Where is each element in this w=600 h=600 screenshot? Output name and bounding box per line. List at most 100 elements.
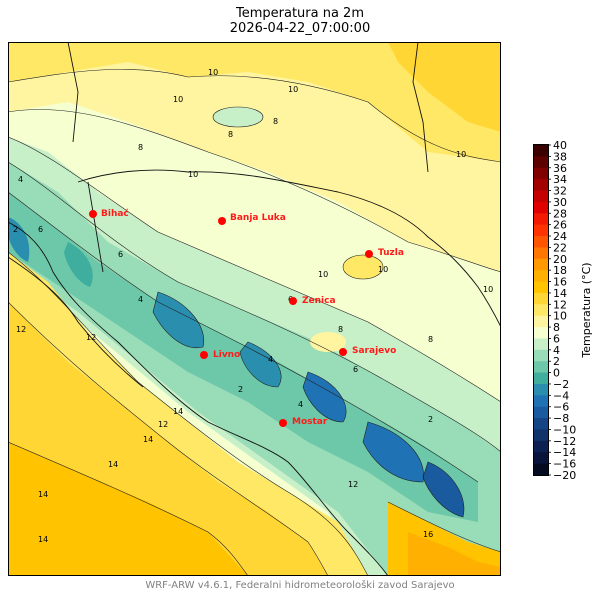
cold-patch: [8, 217, 30, 262]
colorbar-segment: [534, 429, 548, 442]
colorbar-tick-label: 20: [553, 253, 567, 266]
city-zenica[interactable]: Zenica: [289, 296, 336, 306]
city-banja-luka[interactable]: Banja Luka: [218, 213, 286, 225]
warm-zone-northeast: [388, 42, 501, 132]
city-label: Sarajevo: [352, 346, 396, 356]
colorbar-tick-label: 34: [553, 173, 567, 186]
cold-patch: [423, 462, 464, 517]
contour-label: 10: [173, 95, 183, 104]
colorbar-segment: [534, 281, 548, 294]
colorbar-segment: [534, 315, 548, 328]
southeast-hot-zone: [408, 532, 501, 576]
colorbar-tick-label: 6: [553, 332, 560, 345]
colorbar-tick-label: 12: [553, 298, 567, 311]
contour-label: 16: [423, 530, 433, 539]
contour-label: 14: [143, 435, 153, 444]
city-marker: [289, 297, 297, 305]
colorbar-segment: [534, 190, 548, 203]
warm-island: [310, 332, 346, 352]
colorbar-segment: [534, 201, 548, 214]
colorbar: 4038363432302826242220181614121086420−2−…: [533, 140, 593, 482]
colorbar-segment: [534, 156, 548, 169]
colorbar-tick-label: 32: [553, 185, 567, 198]
colorbar-segment: [534, 463, 548, 476]
colorbar-segment: [534, 349, 548, 362]
colorbar-tick-label: −10: [553, 423, 576, 436]
colorbar-ticks: 4038363432302826242220181614121086420−2−…: [548, 140, 576, 482]
city-marker: [365, 250, 373, 258]
city-livno[interactable]: Livno: [200, 350, 240, 360]
colorbar-segment: [534, 406, 548, 419]
colorbar-tick-label: 10: [553, 310, 567, 323]
contour-label: 8: [138, 143, 143, 152]
colorbar-tick-label: −16: [553, 458, 576, 471]
colorbar-segment: [534, 418, 548, 430]
colorbar-segment: [534, 304, 548, 317]
colorbar-tick-label: 28: [553, 207, 567, 220]
colorbar-tick-label: −4: [553, 389, 569, 402]
cold-patch: [363, 422, 424, 482]
colorbar-segment: [534, 292, 548, 305]
contour-label: 10: [483, 285, 493, 294]
contour-label: 6: [353, 365, 358, 374]
colorbar-tick-label: −20: [553, 469, 576, 482]
colorbar-tick-label: −6: [553, 401, 569, 414]
contour-label: 12: [158, 420, 168, 429]
city-label: Tuzla: [378, 248, 404, 258]
colorbar-tick-label: 18: [553, 264, 567, 277]
map-frame: [8, 42, 501, 576]
city-label: Mostar: [292, 417, 328, 427]
contour-label: 10: [288, 85, 298, 94]
colorbar-tick-label: 0: [553, 367, 560, 380]
contour-label: 12: [348, 480, 358, 489]
contour-label: 12: [16, 325, 26, 334]
colorbar-tick-label: 40: [553, 140, 567, 152]
colorbar-tick-label: 22: [553, 241, 567, 254]
contour-label: 6: [118, 250, 123, 259]
colorbar-frame: [533, 144, 549, 476]
colorbar-tick-label: −2: [553, 378, 569, 391]
colorbar-label: Temperatura (°C): [580, 262, 593, 358]
city-marker: [279, 419, 287, 427]
colorbar-segment: [534, 440, 548, 453]
colorbar-segment: [534, 167, 548, 180]
sea-warm-zone: [8, 442, 248, 576]
colorbar-tick-label: 2: [553, 355, 560, 368]
colorbar-segment: [534, 213, 548, 226]
city-marker: [200, 351, 208, 359]
temperature-map: 10 10 10 8 8 8 6 6 6 4 4 4 2 2 12 12 12 …: [8, 42, 501, 576]
city-label: Banja Luka: [230, 213, 286, 223]
colorbar-tick-label: −12: [553, 435, 576, 448]
colorbar-tick-label: 36: [553, 162, 567, 175]
colorbar-tick-label: −14: [553, 446, 576, 459]
city-bihac[interactable]: Bihać: [89, 208, 129, 219]
contour-label: 2: [238, 385, 243, 394]
colorbar-tick-label: 24: [553, 230, 567, 243]
map-subtitle-datetime: 2026-04-22_07:00:00: [229, 21, 371, 36]
contour-label: 14: [38, 490, 48, 499]
city-marker: [339, 348, 347, 356]
contour-labels: 10 10 10 8 8 8 6 6 6 4 4 4 2 2 12 12 12 …: [13, 68, 493, 544]
colorbar-segment: [534, 383, 548, 396]
contour-lines: [8, 69, 501, 576]
colorbar-tick-label: −8: [553, 412, 569, 425]
city-tuzla[interactable]: Tuzla: [365, 248, 404, 258]
contour-label: 4: [18, 175, 23, 184]
colorbar-tick-label: 38: [553, 150, 567, 163]
colorbar-segment: [534, 361, 548, 374]
city-sarajevo[interactable]: Sarajevo: [339, 346, 396, 356]
colorbar-segment: [534, 338, 548, 351]
contour-label: 2: [428, 415, 433, 424]
cold-patch: [240, 342, 282, 387]
city-label: Zenica: [302, 296, 336, 306]
colorbar-segment: [534, 224, 548, 237]
colorbar-segment: [534, 327, 548, 339]
contour-label: 8: [428, 335, 433, 344]
city-mostar[interactable]: Mostar: [279, 417, 328, 427]
borders: [8, 42, 501, 576]
colorbar-segment: [534, 372, 548, 385]
city-label: Livno: [213, 350, 240, 360]
contour-label: 10: [456, 150, 466, 159]
contour-label: 10: [208, 68, 218, 77]
colorbar-segment: [534, 247, 548, 260]
